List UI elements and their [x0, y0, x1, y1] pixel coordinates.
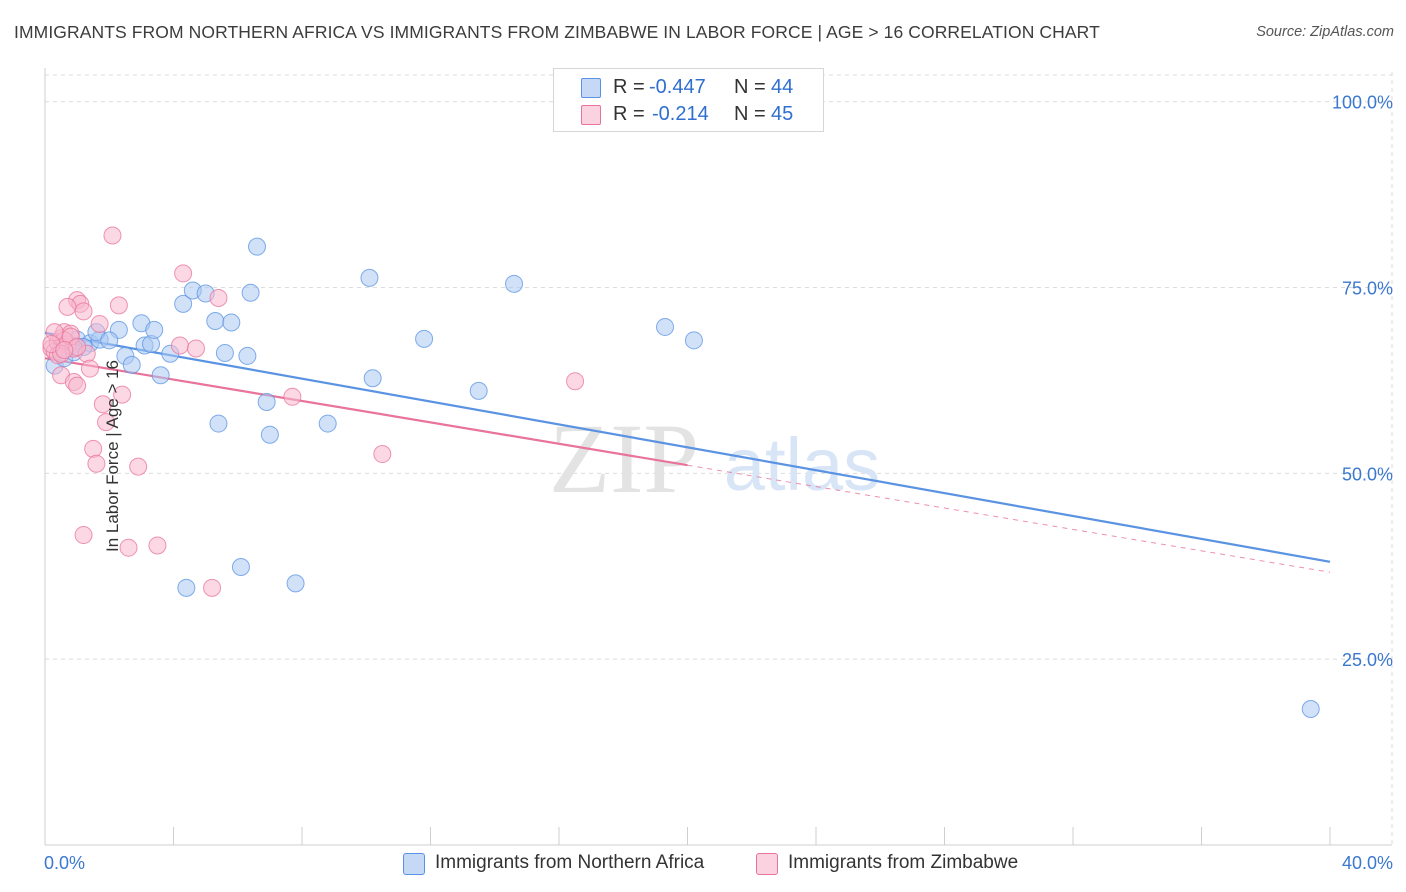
point-northern-africa	[260, 425, 279, 444]
point-northern-africa	[122, 355, 141, 374]
legend-r-value: -0.447	[649, 76, 706, 98]
point-zimbabwe	[283, 387, 302, 406]
legend-row-northern-africa: R = -0.447 N = 44	[554, 74, 823, 100]
point-northern-africa	[1301, 699, 1320, 718]
bottom-legend-swatch-pink	[756, 853, 778, 875]
point-northern-africa	[206, 311, 225, 330]
data-points	[42, 226, 1320, 718]
legend-n-label: N =	[734, 103, 766, 125]
point-northern-africa	[215, 343, 234, 362]
point-northern-africa	[248, 237, 267, 256]
point-zimbabwe	[103, 226, 122, 245]
point-zimbabwe	[97, 413, 116, 432]
point-northern-africa	[145, 320, 164, 339]
point-northern-africa	[241, 283, 260, 302]
point-zimbabwe	[170, 336, 189, 355]
y-tick-label: 25.0%	[1342, 650, 1393, 670]
point-northern-africa	[231, 558, 250, 577]
axes	[44, 68, 1392, 846]
point-zimbabwe	[113, 385, 132, 404]
point-zimbabwe	[203, 578, 222, 597]
tick-labels: 25.0% 50.0% 75.0% 100.0% 0.0% 40.0%	[44, 93, 1393, 873]
legend-n-value: 44	[771, 76, 794, 98]
legend-swatch-blue	[581, 78, 601, 98]
point-northern-africa	[209, 414, 228, 433]
legend-n-value: 45	[771, 103, 794, 125]
point-zimbabwe	[90, 314, 109, 333]
point-northern-africa	[222, 313, 241, 332]
point-zimbabwe	[58, 297, 77, 316]
bottom-legend-swatch-blue	[403, 853, 425, 875]
point-northern-africa	[238, 346, 257, 365]
point-zimbabwe	[129, 457, 148, 476]
legend-r-label: R =	[613, 103, 645, 125]
bottom-legend-label: Immigrants from Zimbabwe	[788, 852, 1019, 873]
trend-extension-zimbabwe	[687, 464, 1331, 573]
point-northern-africa	[318, 414, 337, 433]
point-zimbabwe	[566, 372, 585, 391]
point-northern-africa	[469, 381, 488, 400]
grid-lines	[45, 72, 1393, 845]
watermark-atlas: atlas	[724, 423, 880, 506]
point-zimbabwe	[74, 526, 93, 545]
point-zimbabwe	[68, 376, 87, 395]
point-northern-africa	[286, 574, 305, 593]
legend-r-value: -0.214	[652, 103, 709, 125]
x-tick-label-start: 0.0%	[44, 853, 85, 873]
point-zimbabwe	[119, 538, 138, 557]
watermark: ZIP atlas	[549, 403, 880, 514]
point-northern-africa	[505, 274, 524, 293]
point-zimbabwe	[209, 288, 228, 307]
y-tick-label: 100.0%	[1332, 93, 1393, 113]
point-zimbabwe	[109, 296, 128, 315]
point-zimbabwe	[373, 445, 392, 464]
chart-title: IMMIGRANTS FROM NORTHERN AFRICA VS IMMIG…	[14, 22, 1100, 42]
y-tick-label: 50.0%	[1342, 464, 1393, 484]
point-northern-africa	[684, 331, 703, 350]
point-northern-africa	[257, 393, 276, 412]
point-zimbabwe	[84, 439, 103, 458]
point-northern-africa	[151, 366, 170, 385]
y-tick-label: 75.0%	[1342, 279, 1393, 299]
point-zimbabwe	[74, 302, 93, 321]
point-northern-africa	[415, 329, 434, 348]
point-northern-africa	[360, 268, 379, 287]
point-zimbabwe	[186, 339, 205, 358]
x-tick-label-end: 40.0%	[1342, 853, 1393, 873]
point-zimbabwe	[87, 454, 106, 473]
point-northern-africa	[174, 294, 193, 313]
source-label: Source: ZipAtlas.com	[1256, 24, 1394, 40]
watermark-zip: ZIP	[549, 403, 699, 514]
bottom-legend-label: Immigrants from Northern Africa	[435, 852, 705, 873]
legend-row-zimbabwe: R = -0.214 N = 45	[554, 101, 823, 127]
point-northern-africa	[363, 369, 382, 388]
legend-swatch-pink	[581, 105, 601, 125]
correlation-legend: R = -0.447 N = 44 R = -0.214 N = 45	[553, 68, 824, 132]
point-northern-africa	[177, 578, 196, 597]
legend-n-label: N =	[734, 76, 766, 98]
y-axis-label: In Labor Force | Age > 16	[103, 359, 123, 553]
trend-line-northern-africa	[44, 331, 1331, 563]
point-zimbabwe	[148, 536, 167, 555]
point-zimbabwe	[55, 340, 74, 359]
legend-r-label: R =	[613, 76, 645, 98]
point-northern-africa	[100, 331, 119, 350]
point-zimbabwe	[93, 395, 112, 414]
point-zimbabwe	[174, 264, 193, 283]
point-zimbabwe	[80, 359, 99, 378]
point-northern-africa	[656, 317, 675, 336]
